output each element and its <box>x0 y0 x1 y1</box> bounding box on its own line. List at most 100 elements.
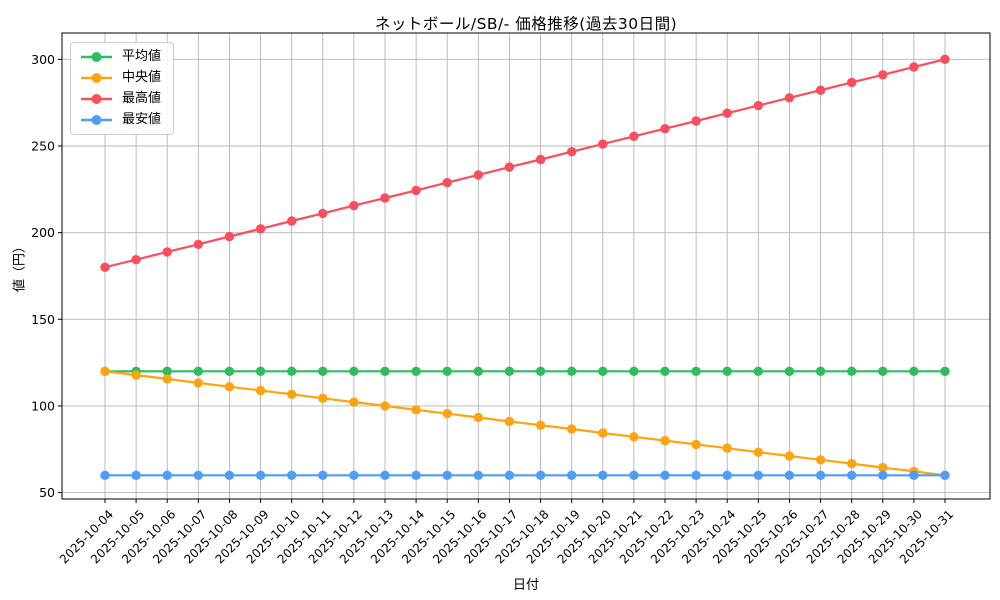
data-point-marker <box>287 470 297 480</box>
data-point-marker <box>784 451 795 461</box>
data-point-marker <box>940 366 950 376</box>
data-point-marker <box>131 470 141 480</box>
data-point-marker <box>567 424 577 434</box>
data-point-marker <box>411 366 421 376</box>
data-point-marker <box>909 470 919 480</box>
data-point-marker <box>224 382 235 392</box>
data-point-marker <box>567 366 577 376</box>
data-point-marker <box>753 366 763 376</box>
data-point-marker <box>100 262 110 272</box>
data-point-marker <box>784 470 795 480</box>
data-point-marker <box>504 470 515 480</box>
legend: 平均値中央値最高値最安値 <box>70 42 175 135</box>
data-point-marker <box>162 366 172 376</box>
data-point-marker <box>411 470 421 480</box>
legend-item-highest: 最高値 <box>80 92 161 106</box>
data-point-marker <box>878 70 888 80</box>
x-axis-label: 日付 <box>512 578 539 593</box>
data-point-marker <box>318 470 328 480</box>
data-point-marker <box>660 124 670 134</box>
y-axis-ticks: 50 100 150 200 250 300 <box>31 52 62 500</box>
data-point-marker <box>162 470 172 480</box>
data-point-marker <box>660 470 670 480</box>
y-tick-label: 200 <box>31 225 55 240</box>
data-point-marker <box>598 470 608 480</box>
y-tick-label: 100 <box>31 398 55 413</box>
data-point-marker <box>131 255 141 265</box>
series-lowest <box>100 470 950 480</box>
data-point-marker <box>784 366 795 376</box>
series-median <box>100 366 950 480</box>
legend-item-lowest: 最安値 <box>80 113 161 127</box>
data-point-marker <box>535 420 546 430</box>
data-point-marker <box>598 366 608 376</box>
data-point-marker <box>193 366 203 376</box>
data-point-marker <box>380 366 390 376</box>
data-point-marker <box>162 374 172 384</box>
series-median-line <box>103 370 947 477</box>
data-point-marker <box>349 366 359 376</box>
data-point-marker <box>349 200 359 211</box>
data-point-marker <box>847 77 857 88</box>
legend-label: 最高値 <box>122 91 162 106</box>
y-tick-label: 150 <box>31 312 55 327</box>
data-point-marker <box>878 470 888 480</box>
data-point-marker <box>504 162 515 172</box>
data-point-marker <box>660 435 670 446</box>
data-point-marker <box>722 366 732 376</box>
data-point-marker <box>847 366 857 376</box>
data-point-marker <box>473 470 483 480</box>
data-point-marker <box>722 108 732 118</box>
data-point-marker <box>193 378 203 388</box>
data-point-marker <box>411 405 421 415</box>
data-point-marker <box>909 366 919 376</box>
legend-line-sample-icon <box>81 73 112 83</box>
data-point-marker <box>380 401 390 411</box>
legend-line-sample-icon <box>81 115 112 125</box>
data-point-marker <box>847 470 857 480</box>
data-point-marker <box>287 389 297 399</box>
data-point-marker <box>940 470 950 480</box>
chart-title: ネットボール/SB/- 価格推移(過去30日間) <box>374 15 678 33</box>
data-point-marker <box>318 393 328 403</box>
data-point-marker <box>598 139 608 149</box>
data-point-marker <box>753 470 763 480</box>
data-point-marker <box>660 366 670 376</box>
data-point-marker <box>349 470 359 480</box>
data-point-marker <box>193 239 203 249</box>
data-point-marker <box>753 100 763 111</box>
data-point-marker <box>815 85 826 95</box>
data-point-marker <box>815 470 826 480</box>
data-point-marker <box>473 170 483 180</box>
data-point-marker <box>629 470 639 480</box>
plot-border <box>61 32 991 500</box>
data-point-marker <box>255 366 266 376</box>
y-tick-label: 300 <box>31 52 55 67</box>
legend-item-median: 中央値 <box>80 71 161 85</box>
data-point-marker <box>255 224 266 234</box>
data-point-marker <box>287 366 297 376</box>
legend-label: 平均値 <box>122 49 162 64</box>
data-point-marker <box>567 470 577 480</box>
series-highest-line <box>103 58 947 269</box>
data-point-marker <box>847 458 857 469</box>
data-point-marker <box>224 231 235 242</box>
data-point-marker <box>940 54 950 64</box>
data-point-marker <box>535 366 546 376</box>
data-point-marker <box>691 470 701 480</box>
legend-line-sample-icon <box>81 52 112 62</box>
legend-label: 最安値 <box>122 112 162 127</box>
data-point-marker <box>598 428 608 438</box>
data-point-marker <box>442 366 452 376</box>
data-point-marker <box>535 470 546 480</box>
data-point-marker <box>722 443 732 453</box>
data-point-marker <box>349 397 359 407</box>
x-axis-ticks: 2025-10-042025-10-052025-10-062025-10-07… <box>57 499 956 566</box>
data-point-marker <box>691 366 701 376</box>
y-tick-label: 50 <box>39 485 55 500</box>
y-axis-label: 値（円） <box>12 239 28 293</box>
data-point-marker <box>411 185 421 196</box>
data-point-marker <box>691 116 701 126</box>
